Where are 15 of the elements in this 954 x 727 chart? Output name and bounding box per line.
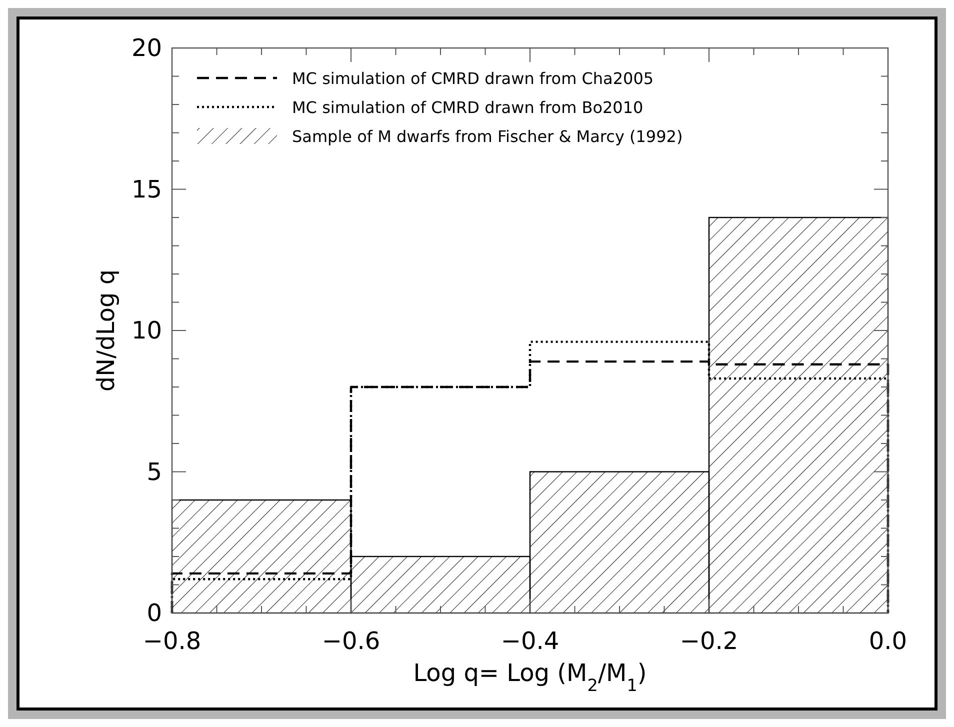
y-tick-label: 10 xyxy=(131,316,162,344)
y-tick-label: 15 xyxy=(131,175,162,204)
legend-label: Sample of M dwarfs from Fischer & Marcy (1992) xyxy=(292,127,683,146)
legend-label: MC simulation of CMRD drawn from Cha2005 xyxy=(292,69,654,88)
x-axis-title: Log q= Log (M$_{2}$/M$_{1}$) xyxy=(413,659,647,695)
x-tick-label: −0.4 xyxy=(500,627,560,655)
x-tick-label: 0.0 xyxy=(868,627,908,655)
legend-label: MC simulation of CMRD drawn from Bo2010 xyxy=(292,98,644,117)
y-tick-label: 5 xyxy=(146,458,162,486)
y-axis-title: dN/dLog q xyxy=(92,269,120,392)
x-tick-label: −0.8 xyxy=(142,627,202,655)
y-tick-label: 20 xyxy=(131,34,162,62)
x-tick-label: −0.6 xyxy=(322,627,380,655)
y-tick-label: 0 xyxy=(146,599,162,627)
x-tick-label: −0.2 xyxy=(680,627,738,655)
